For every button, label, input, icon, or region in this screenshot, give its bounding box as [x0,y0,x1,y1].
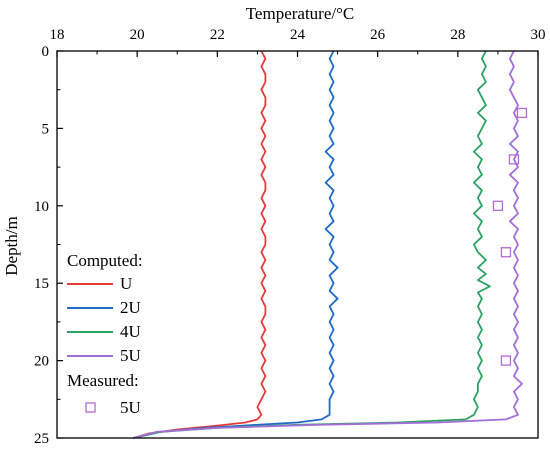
x-tick-label: 28 [450,27,465,43]
x-axis-title: Temperature/°C [246,4,355,23]
legend-label-2u: 2U [120,298,141,317]
y-tick-label: 5 [42,121,50,137]
x-tick-label: 18 [50,27,65,43]
y-tick-label: 25 [34,431,49,447]
legend-label-5u: 5U [120,346,141,365]
series-line-5u [132,50,523,439]
x-tick-label: 30 [531,27,546,43]
x-tick-label: 24 [290,27,306,43]
series-line-2u [133,50,339,439]
legend-computed-header: Computed: [67,251,143,270]
x-tick-label: 20 [130,27,145,43]
measured-point-3 [500,247,512,258]
legend-measured-header: Measured: [67,371,139,390]
y-tick-label: 10 [34,199,49,215]
measured-point-0 [516,107,528,119]
measured-point-1 [508,154,520,165]
y-axis-title: Depth/m [2,216,21,276]
legend-swatch-measured [85,402,96,413]
plot-area [132,50,528,439]
measured-point-4 [500,355,512,366]
legend-label-4u: 4U [120,322,141,341]
legend-label-u: U [120,274,132,293]
measured-point-2 [492,200,504,211]
y-tick-label: 0 [42,44,50,60]
legend-label-measured: 5U [120,398,141,417]
axes: 18 20 22 24 26 28 30 0 5 10 15 20 25 [34,27,546,447]
series-line-4u [133,50,491,439]
legend: Computed: U 2U 4U 5U Measured: 5U [67,251,143,417]
y-tick-label: 15 [34,276,49,292]
y-tick-label: 20 [34,354,49,370]
series-line-u [132,50,267,439]
x-tick-label: 22 [210,27,225,43]
x-tick-label: 26 [370,27,386,43]
